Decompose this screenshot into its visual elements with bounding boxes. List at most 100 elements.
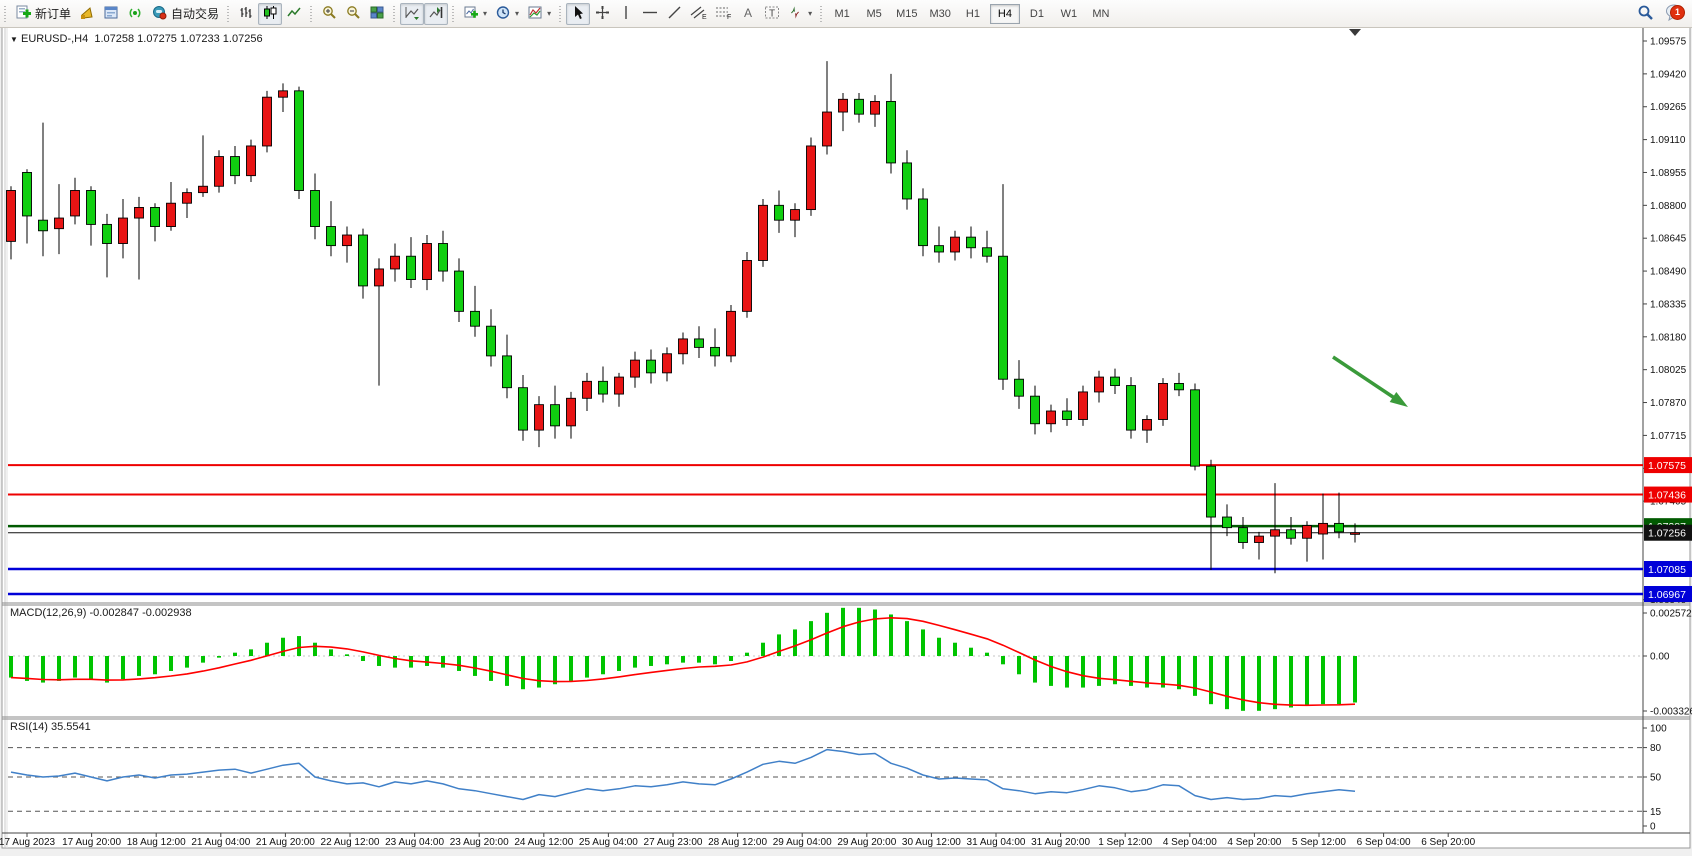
tab-MN[interactable]: MN: [1092, 7, 1110, 20]
line-chart-mode-button[interactable]: [282, 3, 306, 25]
tab-D1[interactable]: D1: [1029, 7, 1044, 20]
autotrading-button[interactable]: 自动交易: [147, 3, 223, 25]
svg-text:1.08645: 1.08645: [1650, 234, 1687, 245]
new-chart-dropdown[interactable]: ▾: [459, 3, 491, 25]
svg-text:1.07870: 1.07870: [1650, 398, 1687, 409]
svg-text:22 Aug 12:00: 22 Aug 12:00: [321, 837, 380, 848]
toolbar-grip[interactable]: [308, 3, 316, 24]
candlestick-icon: [262, 5, 278, 23]
channel-tool-button[interactable]: E: [686, 3, 711, 25]
templates-dropdown[interactable]: ▾: [523, 3, 555, 25]
time-axis[interactable]: 17 Aug 2023 17 Aug 20:00 18 Aug 12:00 21 Au…: [0, 833, 1476, 848]
vertical-line-tool-button[interactable]: [614, 3, 638, 25]
svg-text:T: T: [769, 8, 775, 19]
chart-shift-button[interactable]: [424, 2, 449, 25]
toolbar-grip[interactable]: [2, 3, 9, 24]
notification-badge: 1: [1670, 4, 1685, 20]
main-toolbar: 新订单 自动交易: [0, 0, 1692, 28]
text-tool-button[interactable]: A: [736, 3, 760, 25]
terminal-button[interactable]: [99, 3, 123, 25]
toolbar-grip[interactable]: [818, 3, 826, 24]
signal-button[interactable]: [123, 3, 147, 25]
macd-axis: 0.002572 0.00 -0.003326: [1643, 609, 1692, 718]
svg-text:27 Aug 23:00: 27 Aug 23:00: [644, 837, 703, 848]
svg-text:-0.003326: -0.003326: [1650, 707, 1692, 718]
support-resistance-lines[interactable]: [8, 464, 1643, 596]
svg-text:1.08180: 1.08180: [1650, 332, 1687, 343]
crosshair-tool-button[interactable]: [590, 3, 614, 25]
autoscroll-button[interactable]: [400, 2, 425, 25]
periods-dropdown[interactable]: ▾: [491, 3, 523, 25]
macd-indicator-label: MACD(12,26,9) -0.002847 -0.002938: [10, 607, 192, 619]
fibonacci-icon: F: [715, 5, 732, 23]
tab-H4[interactable]: H4: [989, 3, 1020, 24]
toolbar-grip[interactable]: [225, 3, 233, 24]
trendline-tool-button[interactable]: [662, 3, 686, 25]
bar-chart-mode-button[interactable]: [234, 3, 258, 25]
crosshair-icon: [595, 5, 610, 23]
equidistant-channel-icon: E: [690, 5, 707, 23]
toolbar-grip[interactable]: [557, 3, 565, 24]
window-menu-icon[interactable]: ▼: [10, 35, 18, 44]
search-icon: [1637, 4, 1654, 23]
tab-W1[interactable]: W1: [1060, 7, 1078, 20]
price-level-labels: 1.075751.074361.072871.072561.070851.069…: [1644, 457, 1692, 603]
vertical-line-icon: [621, 5, 631, 23]
svg-text:0: 0: [1650, 822, 1656, 833]
svg-text:29 Aug 20:00: 29 Aug 20:00: [837, 837, 896, 848]
new-order-icon: [15, 5, 31, 23]
search-button[interactable]: [1633, 3, 1658, 25]
tab-M30[interactable]: M30: [929, 7, 951, 20]
tab-M15[interactable]: M15: [896, 7, 918, 20]
svg-text:29 Aug 04:00: 29 Aug 04:00: [773, 837, 832, 848]
svg-text:6 Sep 04:00: 6 Sep 04:00: [1357, 837, 1411, 848]
chart-title: ▼ EURUSD-,H4 1.07258 1.07275 1.07233 1.0…: [10, 33, 263, 45]
chart-shift-marker[interactable]: [1349, 29, 1361, 36]
tile-windows-icon: [369, 5, 385, 23]
horizontal-line-tool-button[interactable]: [638, 3, 662, 25]
zoom-out-button[interactable]: [341, 3, 365, 25]
rsi-line: [10, 748, 1356, 801]
zoom-in-button[interactable]: [317, 3, 341, 25]
zoom-out-icon: [345, 5, 361, 23]
line-chart-icon: [286, 5, 302, 23]
svg-text:50: 50: [1650, 773, 1662, 784]
svg-text:0.002572: 0.002572: [1650, 609, 1692, 620]
svg-text:1.07256: 1.07256: [1648, 528, 1686, 540]
cursor-tool-button[interactable]: [566, 2, 591, 25]
rsi-indicator-label: RSI(14) 35.5541: [10, 721, 91, 733]
arrows-dropdown[interactable]: ▾: [784, 3, 816, 25]
tab-M5[interactable]: M5: [866, 7, 882, 20]
trendline-icon: [667, 5, 682, 23]
svg-text:0.00: 0.00: [1650, 652, 1670, 663]
candlestick-mode-button[interactable]: [258, 2, 283, 25]
autotrading-robot-icon: [151, 5, 167, 23]
new-chart-icon: [463, 5, 479, 23]
svg-text:31 Aug 20:00: 31 Aug 20:00: [1031, 837, 1090, 848]
macd-histogram: [9, 607, 1357, 711]
text-label-tool-button[interactable]: T: [760, 3, 784, 25]
trend-arrow-annotation[interactable]: [1332, 355, 1408, 407]
svg-text:21 Aug 04:00: 21 Aug 04:00: [191, 837, 250, 848]
svg-text:18 Aug 12:00: 18 Aug 12:00: [127, 837, 186, 848]
tab-H1[interactable]: H1: [965, 7, 980, 20]
svg-text:1.07575: 1.07575: [1648, 460, 1686, 472]
alerts-button[interactable]: [75, 3, 99, 25]
chart-symbol-period: EURUSD-,H4: [20, 33, 89, 45]
fibonacci-tool-button[interactable]: F: [711, 3, 736, 25]
tab-M1[interactable]: M1: [834, 7, 850, 20]
svg-text:23 Aug 04:00: 23 Aug 04:00: [385, 837, 444, 848]
toolbar-grip[interactable]: [391, 3, 399, 24]
svg-text:1.08800: 1.08800: [1650, 201, 1687, 212]
svg-text:4 Sep 04:00: 4 Sep 04:00: [1163, 837, 1217, 848]
clock-icon: [495, 5, 511, 23]
tile-windows-button[interactable]: [365, 3, 389, 25]
notifications-button[interactable]: 1: [1658, 2, 1692, 26]
new-order-button[interactable]: 新订单: [11, 3, 75, 25]
svg-text:30 Aug 12:00: 30 Aug 12:00: [902, 837, 961, 848]
autotrading-label: 自动交易: [171, 7, 220, 21]
autoscroll-icon: [404, 5, 420, 23]
toolbar-grip[interactable]: [450, 3, 458, 24]
svg-text:1.08335: 1.08335: [1650, 299, 1687, 310]
